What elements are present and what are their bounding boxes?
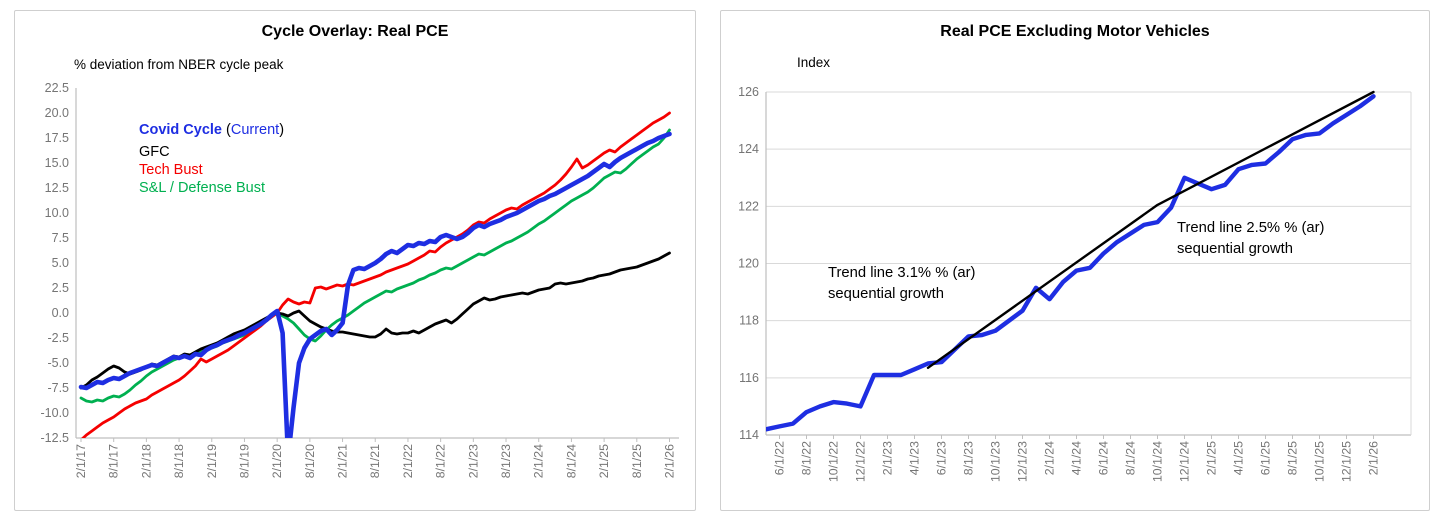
legend-item-covid-cycle: Covid Cycle (Current) [139,121,284,139]
chart-title: Cycle Overlay: Real PCE [261,23,449,40]
series-line-tech-bust [81,111,671,438]
legend-label: Tech Bust [139,162,203,178]
x-tick-label: 2/1/18 [139,444,153,478]
legend-item-tech-bust: Tech Bust [139,161,284,179]
x-tick-label: 4/1/24 [1070,441,1084,475]
y-tick-label: 118 [739,314,759,328]
x-tick-label: 8/1/19 [237,444,251,478]
y-tick-label: 5.0 [52,256,69,270]
x-tick-label: 2/1/20 [270,444,284,478]
legend-label: GFC [139,144,170,160]
x-tick-label: 2/1/26 [1367,441,1381,475]
trend-annotation-line: Trend line 3.1% % (ar) [828,265,976,281]
legend-label: Current [230,122,280,138]
x-tick-label: 8/1/24 [564,444,578,478]
x-tick-label: 2/1/22 [401,444,415,478]
x-tick-label: 8/1/17 [107,444,121,478]
y-tick-label: 124 [738,142,759,156]
y-tick-label: 10.0 [45,206,69,220]
trend-annotation-line: sequential growth [828,286,944,302]
y-tick-label: 17.5 [45,131,69,145]
x-tick-label: 8/1/25 [630,444,644,478]
x-tick-label: 6/1/23 [935,441,949,475]
y-tick-label: -7.5 [47,381,69,395]
x-tick-label: 2/1/21 [336,444,350,478]
x-tick-label: 2/1/25 [1205,441,1219,475]
x-tick-label: 8/1/25 [1286,441,1300,475]
x-tick-label: 12/1/22 [854,441,868,482]
x-tick-label: 2/1/19 [205,444,219,478]
legend-item-gfc: GFC [139,143,284,161]
y-tick-label: 15.0 [45,156,69,170]
legend-label: ) [279,122,285,138]
x-tick-label: 12/1/24 [1178,441,1192,482]
y-axis-note: % deviation from NBER cycle peak [74,57,284,72]
legend: Covid Cycle (Current) GFC Tech Bust S&L / D… [139,121,284,197]
series-line-covid-cycle-current [78,131,672,438]
y-tick-label: -5.0 [47,356,69,370]
x-tick-label: 2/1/17 [74,444,88,478]
y-tick-label: 22.5 [45,81,69,95]
y-tick-label: 0.0 [52,306,69,320]
x-tick-label: 12/1/25 [1340,441,1354,482]
x-tick-label: 8/1/20 [303,444,317,478]
y-tick-label: 122 [738,199,759,213]
real-pce-plot: 126 124 122 120 118 116 114 6/1/22 8/1/22 10/1/22… [738,85,1412,482]
x-tick-label: 2/1/25 [597,444,611,478]
x-tick-label: 8/1/22 [800,441,814,475]
x-tick-label: 12/1/23 [1016,441,1030,482]
series-line-real-pce-ex-motor-vehicles [766,94,1376,432]
x-tick-label: 6/1/25 [1259,441,1273,475]
legend-label: S&L / Defense Bust [139,180,266,196]
real-pce-chart-panel: Real PCE Excluding Motor Vehicles Index … [720,10,1430,511]
x-tick-label: 8/1/22 [434,444,448,478]
y-tick-label: 126 [738,85,759,99]
legend-label: ( [222,122,231,138]
x-tick-label: 8/1/24 [1124,441,1138,475]
x-tick-label: 4/1/23 [908,441,922,475]
x-tick-label: 10/1/25 [1313,441,1327,482]
x-tick-label: 8/1/21 [368,444,382,478]
x-tick-label: 6/1/22 [773,441,787,475]
y-tick-label: 20.0 [45,106,69,120]
trend-annotation-2-5: Trend line 2.5% % (ar) sequential growth [1177,218,1324,260]
series-line-gfc [79,251,671,390]
trend-line [926,90,1375,369]
series-group [78,111,672,438]
y-tick-label: -10.0 [41,406,70,420]
legend-item-s-l-defense-bust: S&L / Defense Bust [139,179,284,197]
y-tick-label: 116 [739,371,759,385]
x-tick-label: 4/1/25 [1232,441,1246,475]
y-tick-label: 12.5 [45,181,69,195]
y-tick-label: -12.5 [41,431,70,445]
legend-label: Covid Cycle [139,122,222,138]
x-tick-label: 8/1/23 [499,444,513,478]
x-tick-label: 8/1/18 [172,444,186,478]
x-tick-label: 10/1/24 [1151,441,1165,482]
trend-annotation-line: sequential growth [1177,241,1293,257]
x-tick-label: 2/1/23 [466,444,480,478]
y-tick-label: -2.5 [47,331,69,345]
series-group [766,90,1376,432]
y-tick-label: 114 [739,428,759,442]
x-tick-label: 8/1/23 [962,441,976,475]
x-tick-label: 10/1/23 [989,441,1003,482]
x-tick-label: 2/1/26 [662,444,676,478]
trend-annotation-3-1: Trend line 3.1% % (ar) sequential growth [828,263,975,305]
cycle-overlay-plot: 22.5 20.0 17.5 15.0 12.5 10.0 7.5 5.0 2.5 0.0 -2.5… [41,81,679,478]
chart-title: Real PCE Excluding Motor Vehicles [940,23,1210,40]
y-tick-label: 7.5 [52,231,69,245]
x-tick-label: 2/1/23 [881,441,895,475]
x-tick-label: 2/1/24 [532,444,546,478]
x-tick-label: 10/1/22 [827,441,841,482]
cycle-overlay-chart-panel: Cycle Overlay: Real PCE % deviation from… [14,10,696,511]
trend-annotation-line: Trend line 2.5% % (ar) [1177,220,1325,236]
x-tick-label: 2/1/24 [1043,441,1057,475]
y-axis-note: Index [797,55,831,70]
y-tick-label: 2.5 [52,281,69,295]
x-tick-label: 6/1/24 [1097,441,1111,475]
y-tick-label: 120 [738,257,759,271]
